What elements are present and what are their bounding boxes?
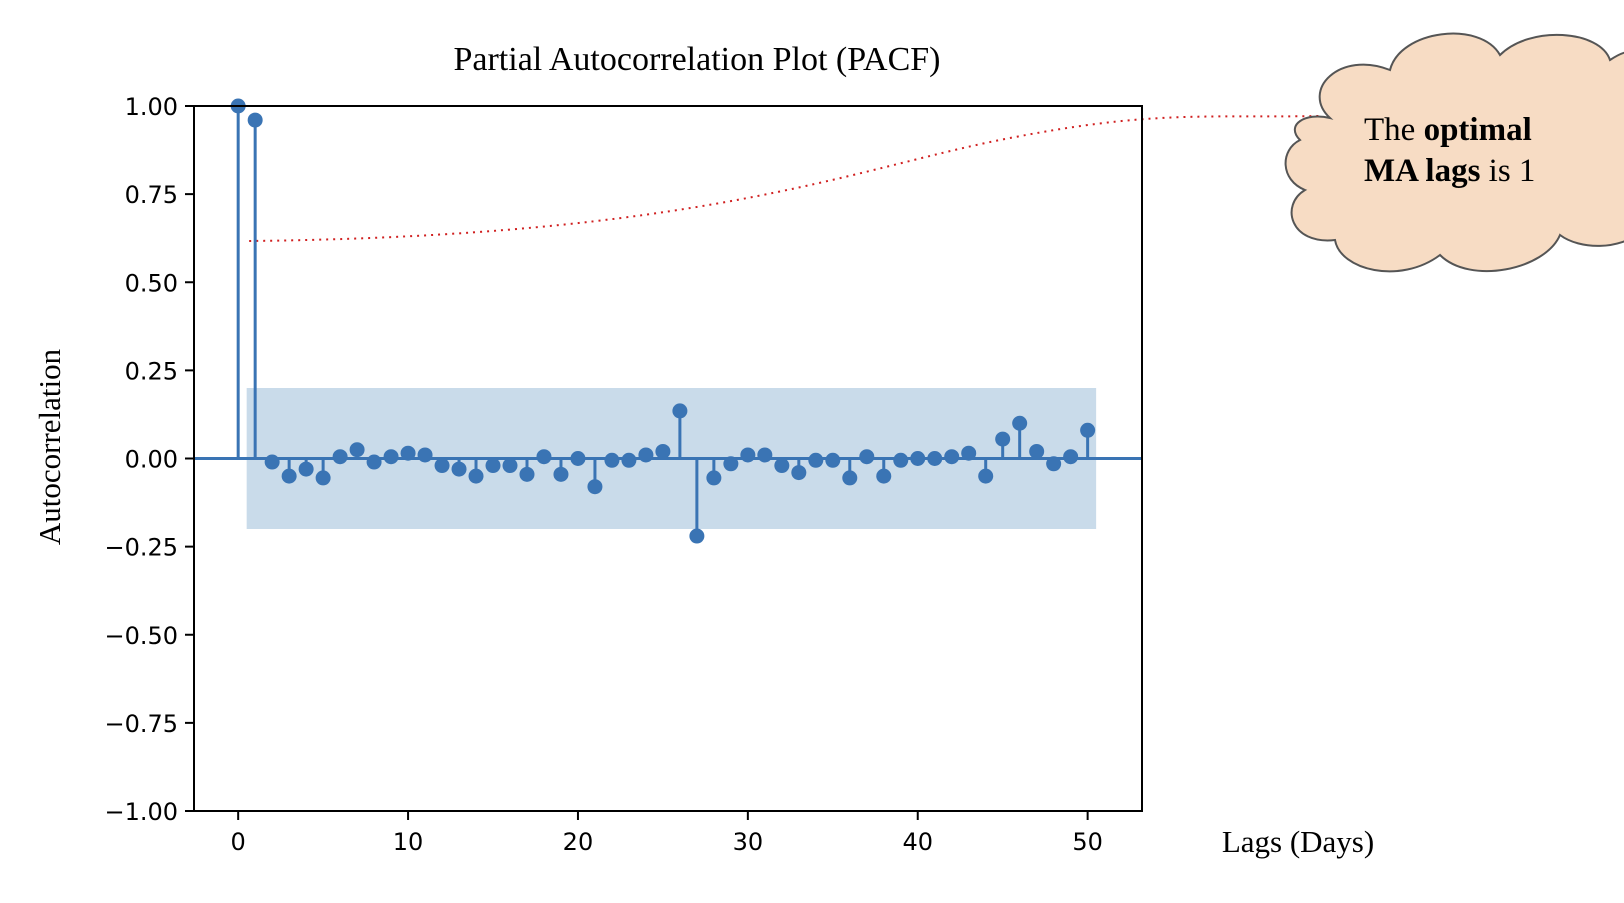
- stem-marker-lag-6: [332, 449, 348, 465]
- stem-marker-lag-11: [417, 447, 433, 463]
- stem-marker-lag-27: [689, 528, 705, 544]
- stem-marker-lag-50: [1080, 422, 1096, 438]
- callout-text-line-1: The optimal: [1364, 112, 1532, 148]
- stem-marker-lag-48: [1046, 456, 1062, 472]
- stem-marker-lag-15: [485, 458, 501, 474]
- chart-title: Partial Autocorrelation Plot (PACF): [453, 41, 940, 78]
- stem-marker-lag-25: [655, 443, 671, 459]
- callout-text-the: The: [1364, 112, 1424, 148]
- stem-marker-lag-13: [451, 461, 467, 477]
- callout-text-is-1: is 1: [1480, 153, 1535, 189]
- stem-marker-lag-44: [978, 468, 994, 484]
- ticks-layer: 1.00 0.75 0.50 0.25 0.00 −0.25 −0.50 −0.75 −1.00…: [104, 93, 1102, 856]
- x-tick-label: 50: [1072, 828, 1103, 856]
- stem-marker-lag-37: [859, 449, 875, 465]
- stem-marker-lag-41: [927, 451, 943, 466]
- stem-marker-lag-49: [1063, 449, 1079, 465]
- stems-layer: [194, 98, 1142, 544]
- y-tick-label: −0.75: [104, 710, 178, 738]
- y-axis-label: Autocorrelation: [32, 348, 67, 545]
- stem-marker-lag-21: [587, 479, 603, 495]
- stem-marker-lag-20: [570, 451, 586, 466]
- stem-marker-lag-35: [825, 452, 841, 468]
- annotation-connector-layer: [249, 115, 1321, 242]
- stem-marker-lag-45: [995, 431, 1011, 447]
- stem-marker-lag-2: [264, 454, 280, 470]
- y-tick-label: −0.25: [104, 534, 178, 562]
- stem-marker-lag-10: [400, 445, 416, 461]
- y-tick-label: 0.00: [125, 446, 178, 474]
- callout-layer: [1284, 32, 1624, 273]
- y-tick-label: 0.75: [125, 181, 178, 209]
- stem-marker-lag-47: [1029, 443, 1045, 459]
- x-tick-label: 20: [563, 828, 594, 856]
- stem-marker-lag-30: [740, 447, 756, 463]
- callout-text-ma-lags: MA lags: [1364, 153, 1481, 189]
- stem-marker-lag-14: [468, 468, 484, 484]
- stem-marker-lag-42: [944, 449, 960, 465]
- stem-marker-lag-8: [366, 454, 382, 470]
- stem-marker-lag-28: [706, 470, 722, 486]
- stem-marker-lag-24: [638, 447, 654, 463]
- y-tick-label: −1.00: [104, 798, 178, 826]
- stem-marker-lag-3: [281, 468, 297, 484]
- callout-text-optimal: optimal: [1424, 112, 1532, 148]
- stem-marker-lag-26: [672, 403, 688, 419]
- y-tick-label: −0.50: [104, 622, 178, 650]
- stem-marker-lag-16: [502, 458, 518, 474]
- stem-marker-lag-46: [1012, 415, 1028, 431]
- y-tick-label: 1.00: [125, 93, 178, 121]
- stem-marker-lag-1: [247, 112, 263, 128]
- stem-marker-lag-34: [808, 452, 824, 468]
- callout-cloud: [1284, 32, 1624, 273]
- annotation-connector: [249, 115, 1321, 242]
- x-tick-label: 40: [902, 828, 933, 856]
- stem-marker-lag-22: [604, 452, 620, 468]
- x-tick-label: 0: [231, 828, 246, 856]
- x-tick-label: 10: [393, 828, 424, 856]
- stem-marker-lag-19: [553, 466, 569, 482]
- stem-marker-lag-23: [621, 452, 637, 468]
- stem-marker-lag-33: [791, 465, 807, 481]
- stem-marker-lag-38: [876, 468, 892, 484]
- stem-marker-lag-40: [910, 451, 926, 466]
- stem-marker-lag-5: [315, 470, 331, 486]
- stem-marker-lag-17: [519, 466, 535, 482]
- x-axis-label: Lags (Days): [1222, 824, 1374, 859]
- stem-marker-lag-31: [757, 447, 773, 463]
- x-tick-label: 30: [733, 828, 764, 856]
- stem-marker-lag-4: [298, 461, 314, 477]
- callout-text-line-2: MA lags is 1: [1364, 153, 1535, 189]
- stem-marker-lag-9: [383, 449, 399, 465]
- y-tick-label: 0.50: [125, 269, 178, 297]
- stem-marker-lag-29: [723, 456, 739, 472]
- y-tick-label: 0.25: [125, 357, 178, 385]
- stem-marker-lag-12: [434, 458, 450, 474]
- stem-marker-lag-18: [536, 449, 552, 465]
- stem-marker-lag-7: [349, 442, 365, 458]
- stem-marker-lag-43: [961, 445, 977, 461]
- stem-marker-lag-39: [893, 452, 909, 468]
- stem-marker-lag-36: [842, 470, 858, 486]
- stem-marker-lag-32: [774, 458, 790, 474]
